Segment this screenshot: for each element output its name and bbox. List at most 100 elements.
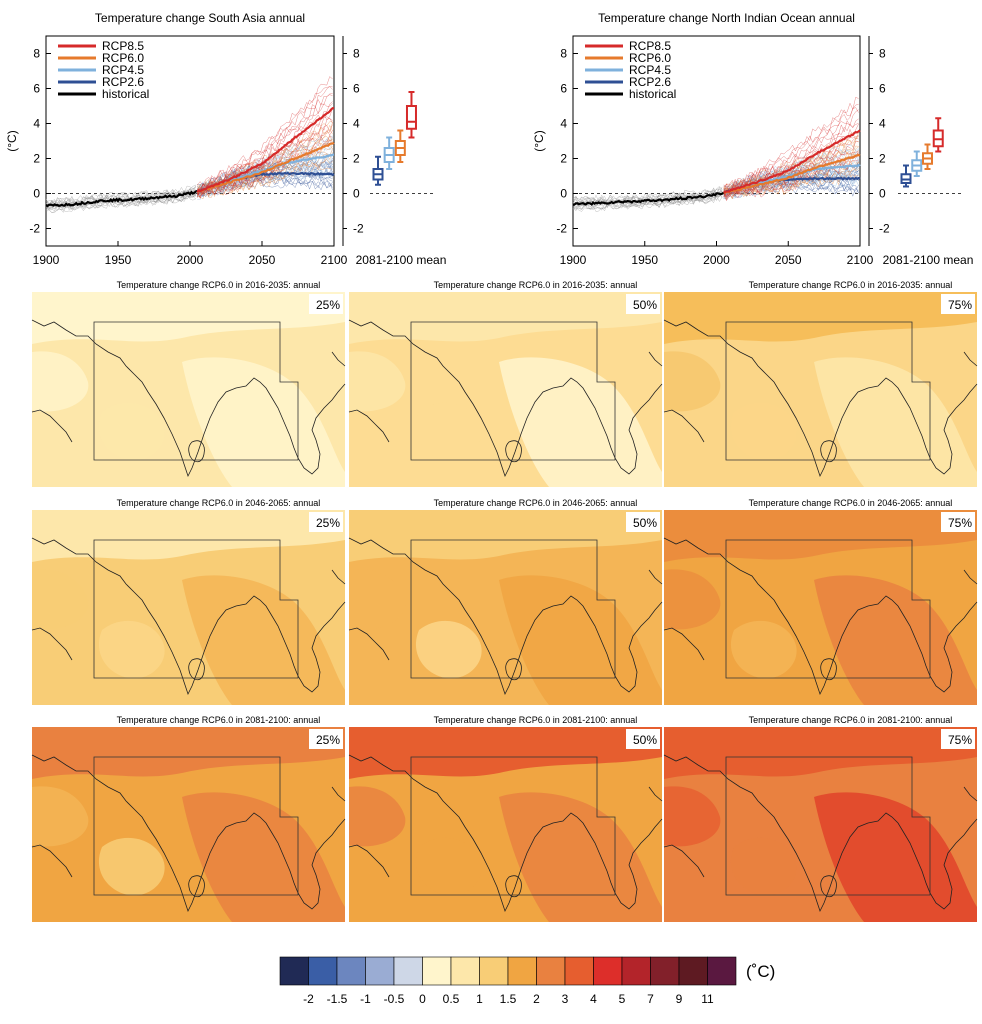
colorbar-swatch <box>450 956 480 986</box>
colorbar-tick-label: 7 <box>647 992 654 1006</box>
map-contour-patch <box>814 357 977 487</box>
colorbar-tick-label: 9 <box>676 992 683 1006</box>
map-island <box>188 658 205 681</box>
ensemble-line-RCP8.5 <box>197 93 333 194</box>
map-island <box>820 875 837 898</box>
percentile-label-box <box>626 729 660 749</box>
series-line-RCP8.5 <box>196 107 334 193</box>
x-tick-label: 1950 <box>105 253 132 267</box>
map-coastline <box>31 319 346 478</box>
map-region-box <box>410 321 616 461</box>
legend-label: RCP2.6 <box>629 75 671 89</box>
colorbar-swatch <box>536 956 566 986</box>
percentile-label: 25% <box>316 298 340 312</box>
map-region-box <box>725 539 931 679</box>
colorbar-swatch <box>365 956 395 986</box>
legend-label: RCP6.0 <box>102 51 144 65</box>
colorbar-swatch <box>507 956 537 986</box>
ensemble-line-historical <box>572 189 723 206</box>
line-chart-2: Temperature change North Indian Ocean an… <box>532 11 973 267</box>
box-RCP2.6 <box>372 155 384 186</box>
box-RCP8.5 <box>405 91 417 139</box>
map-contour-patch <box>182 575 345 705</box>
map-coastline <box>348 844 390 878</box>
map-contour-patch <box>349 351 406 412</box>
map-coastline <box>31 754 346 913</box>
map-region-box <box>725 756 931 896</box>
map-contour-patch <box>32 292 345 344</box>
map-panel-7: Temperature change RCP6.0 in 2081-2100: … <box>31 715 346 922</box>
box-RCP6.0 <box>921 143 933 170</box>
right-y-tick-label: 2 <box>879 152 886 166</box>
colorbar-unit: (˚C) <box>746 962 775 981</box>
ensemble-line-RCP8.5 <box>723 107 859 194</box>
map-coastline <box>348 537 663 696</box>
map-coastline <box>31 537 346 696</box>
box-body <box>405 105 417 130</box>
percentile-label: 25% <box>316 733 340 747</box>
map-coastline <box>648 569 663 585</box>
x-tick-label: 2100 <box>847 253 874 267</box>
line-chart-1: Temperature change South Asia annual -2 -2… <box>5 11 446 267</box>
percentile-label-box <box>941 512 975 532</box>
percentile-label-box <box>941 294 975 314</box>
map-contour-patch <box>499 575 662 705</box>
legend-label: RCP6.0 <box>629 51 671 65</box>
right-y-tick-label: 6 <box>879 82 886 96</box>
right-y-tick-label: -2 <box>879 222 890 236</box>
colorbar: -2 -1.5 -1 -0.5 0 0.5 1 1.5 2 3 4 5 7 9 11 (˚C) <box>279 956 775 1006</box>
percentile-label-box <box>626 512 660 532</box>
map-coastline <box>31 844 73 878</box>
ensemble-line-historical <box>572 188 723 203</box>
percentile-label-box <box>309 294 343 314</box>
map-coastline <box>663 319 978 478</box>
map-contour-patch <box>349 292 662 344</box>
ensemble-line-historical <box>45 187 197 206</box>
map-title: Temperature change RCP6.0 in 2046-2065: … <box>117 498 321 508</box>
map-coastline <box>963 351 978 367</box>
map-contour-patch <box>664 292 977 344</box>
box-RCP4.5 <box>911 150 923 177</box>
x-tick-label: 2100 <box>321 253 348 267</box>
box-RCP4.5 <box>383 136 395 170</box>
series-line-RCP8.5 <box>723 129 861 194</box>
percentile-label-box <box>309 729 343 749</box>
box-RCP8.5 <box>932 117 944 153</box>
map-contour-patch <box>730 620 797 679</box>
map-coastline <box>348 319 663 478</box>
map-title: Temperature change RCP6.0 in 2081-2100: … <box>749 715 953 725</box>
map-contour-patch <box>730 837 797 896</box>
colorbar-swatch <box>621 956 651 986</box>
map-coastline <box>663 754 978 913</box>
map-contour-patch <box>182 792 345 922</box>
percentile-label: 50% <box>633 298 657 312</box>
colorbar-swatch <box>308 956 338 986</box>
map-contour-patch <box>349 786 406 847</box>
y-tick-label: 4 <box>33 117 40 131</box>
right-y-tick-label: 0 <box>353 187 360 201</box>
ensemble-line-RCP6.0 <box>723 170 859 200</box>
y-axis-label: (°C) <box>5 130 19 151</box>
colorbar-swatch <box>707 956 737 986</box>
legend-label: historical <box>102 87 149 101</box>
ensemble-line-RCP8.5 <box>197 86 333 191</box>
y-tick-label: -2 <box>29 222 40 236</box>
percentile-label: 50% <box>633 516 657 530</box>
colorbar-tick-label: 4 <box>590 992 597 1006</box>
map-coastline <box>31 409 73 443</box>
map-title: Temperature change RCP6.0 in 2081-2100: … <box>117 715 321 725</box>
map-panel-2: Temperature change RCP6.0 in 2016-2035: … <box>348 280 663 487</box>
chart-title: Temperature change North Indian Ocean an… <box>598 11 855 25</box>
map-contour-patch <box>98 402 165 461</box>
map-coastline <box>963 786 978 802</box>
y-tick-label: 0 <box>560 187 567 201</box>
percentile-label-box <box>309 512 343 532</box>
map-title: Temperature change RCP6.0 in 2046-2065: … <box>749 498 953 508</box>
legend-label: RCP8.5 <box>102 39 144 53</box>
map-contour-patch <box>182 357 345 487</box>
map-island <box>820 440 837 463</box>
map-island <box>188 440 205 463</box>
map-coastline <box>648 786 663 802</box>
chart-title: Temperature change South Asia annual <box>95 11 305 25</box>
y-tick-label: 0 <box>33 187 40 201</box>
